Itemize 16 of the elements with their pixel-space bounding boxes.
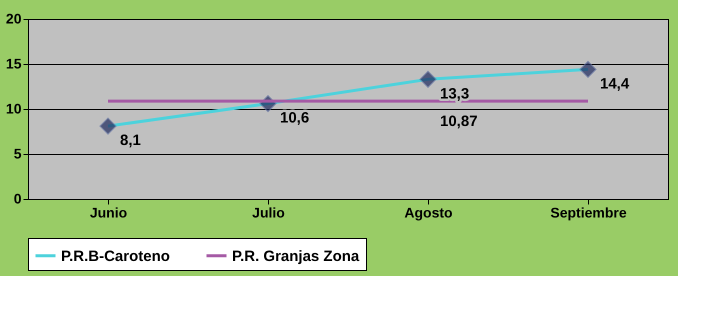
y-tick-label: 20 <box>6 10 22 26</box>
data-label: 13,3 <box>440 85 470 102</box>
x-tick-label: Junio <box>90 204 128 220</box>
data-label: 14,4 <box>600 75 630 92</box>
data-label: 10,6 <box>280 110 310 127</box>
y-tick-label: 0 <box>14 190 22 206</box>
data-label: 8,1 <box>120 132 141 150</box>
y-tick-label: 15 <box>6 56 22 72</box>
y-tick-label: 5 <box>14 146 22 162</box>
legend-label: P.R.B-Caroteno <box>61 248 170 265</box>
legend-label: P.R. Granjas Zona <box>232 248 360 265</box>
x-tick-label: Agosto <box>404 204 453 220</box>
y-tick-label: 10 <box>6 100 22 116</box>
data-label: 10,87 <box>440 113 478 130</box>
x-tick-label: Julio <box>252 204 285 220</box>
x-tick-label: Septiembre <box>550 204 627 220</box>
